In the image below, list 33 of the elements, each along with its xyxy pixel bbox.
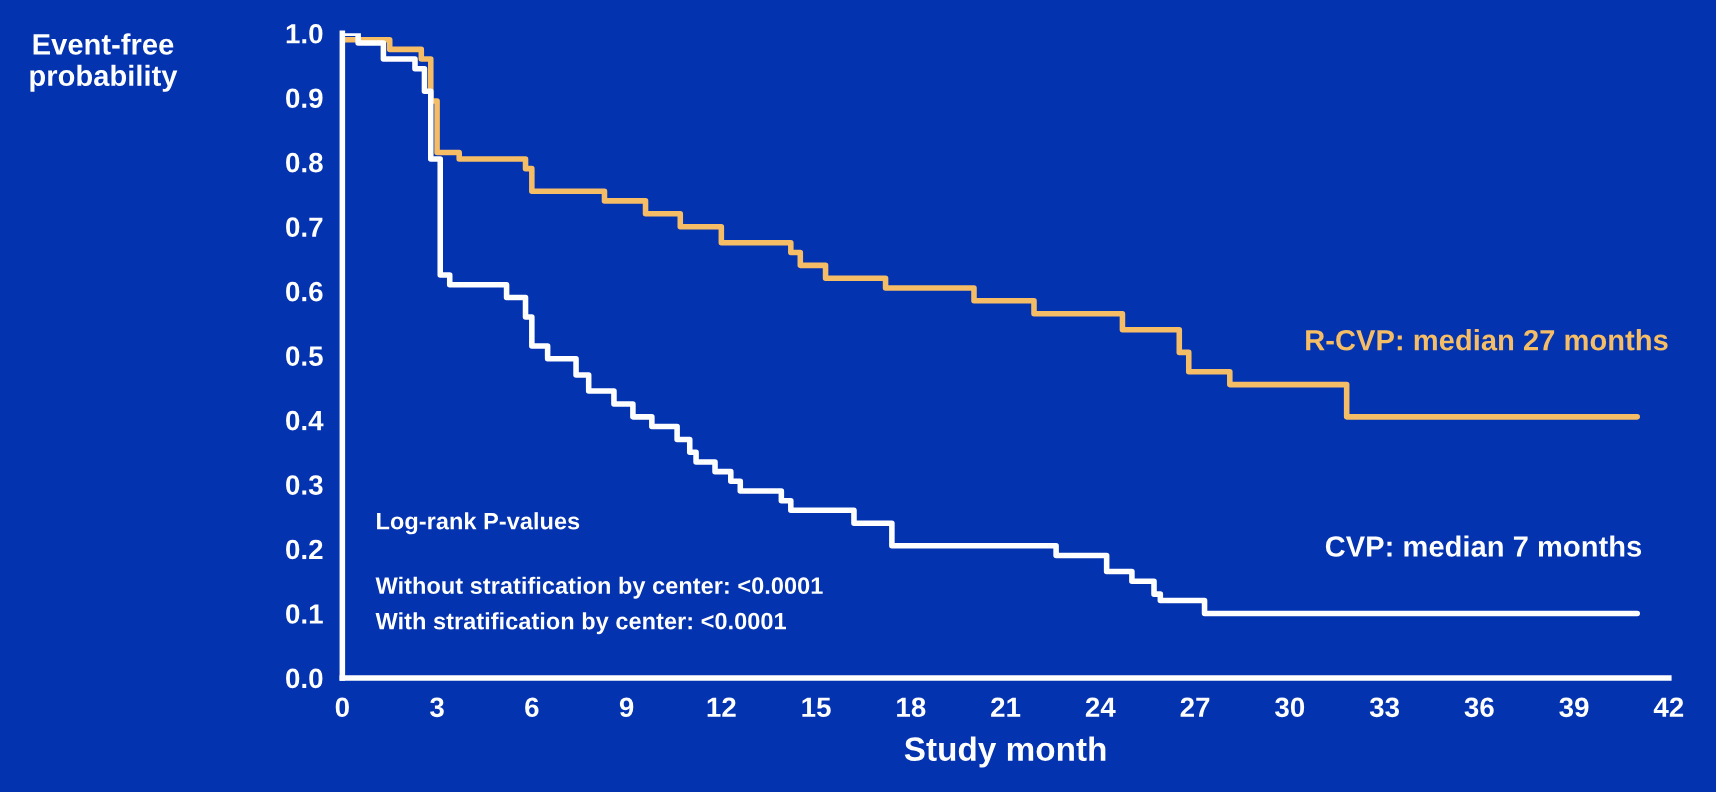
- series-label: CVP: median 7 months: [1325, 535, 1642, 557]
- x-tick-label: 9: [619, 697, 634, 718]
- y-axis-title: Event-free probability: [30, 33, 178, 92]
- y-tick-label: 0.4: [286, 410, 324, 431]
- x-axis-title: Study month: [904, 736, 1106, 768]
- y-tick-label: 0.6: [286, 281, 323, 302]
- x-tick-label: 6: [525, 697, 539, 718]
- x-tick-label: 0: [335, 697, 349, 718]
- y-tick-label: 0.7: [286, 217, 323, 238]
- y-tick-label: 0.0: [286, 668, 323, 689]
- x-tick-label: 24: [1085, 697, 1116, 717]
- y-tick-label: 0.3: [286, 475, 323, 495]
- y-tick-label: 0.8: [286, 152, 323, 173]
- y-tick-label: 0.1: [286, 604, 323, 624]
- annotation: With stratification by center: <0.0001: [375, 612, 786, 635]
- x-tick-label: 33: [1369, 697, 1400, 718]
- x-tick-label: 18: [897, 697, 926, 718]
- annotation: Without stratification by center: <0.0001: [375, 576, 823, 599]
- x-tick-label: 42: [1653, 697, 1684, 717]
- x-tick-label: 15: [802, 697, 831, 718]
- x-tick-label: 12: [707, 697, 736, 717]
- x-tick-label: 30: [1275, 697, 1305, 718]
- y-tick-label: 0.5: [286, 346, 323, 366]
- x-tick-label: 36: [1464, 697, 1494, 718]
- x-tick-label: 3: [430, 697, 444, 718]
- y-tick-label: 0.2: [286, 539, 323, 560]
- y-tick-label: 0.9: [286, 88, 323, 109]
- x-tick-label: 39: [1559, 697, 1589, 718]
- series-label: R-CVP: median 27 months: [1306, 329, 1668, 351]
- annotation: Log-rank P-values: [377, 512, 580, 535]
- x-tick-label: 27: [1180, 697, 1210, 717]
- x-tick-label: 21: [991, 697, 1021, 717]
- y-tick-label: 1.0: [286, 23, 323, 44]
